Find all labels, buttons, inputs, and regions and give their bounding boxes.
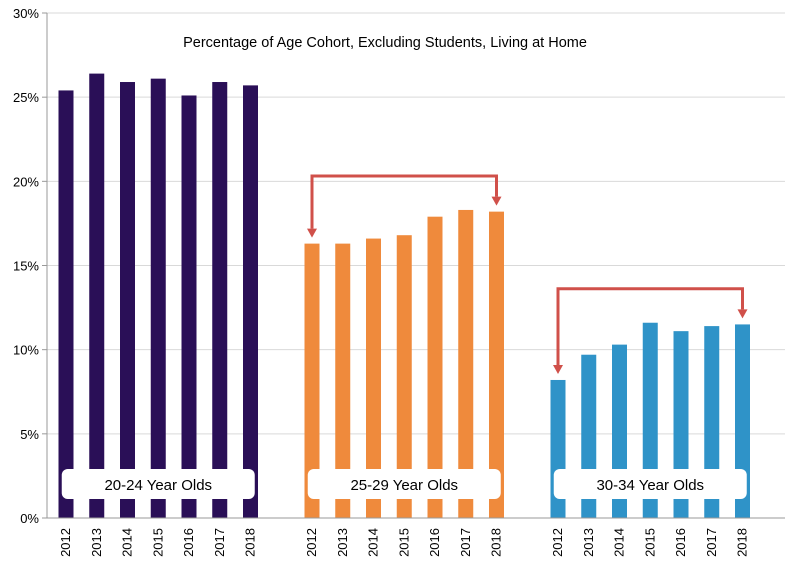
chart-title: Percentage of Age Cohort, Excluding Stud… (183, 35, 587, 51)
x-tick-label: 2014 (612, 528, 627, 557)
x-tick-label: 2012 (58, 528, 73, 557)
bar (120, 82, 135, 519)
x-tick-label: 2016 (427, 528, 442, 557)
x-tick-label: 2016 (181, 528, 196, 557)
group-label-box (307, 469, 501, 499)
group-label: 30-34 Year Olds (596, 477, 704, 494)
x-tick-label: 2016 (673, 528, 688, 557)
annotations (307, 174, 748, 374)
x-tick-label: 2013 (89, 528, 104, 557)
bars (58, 73, 750, 519)
x-tick-label: 2017 (704, 528, 719, 557)
x-tick-label: 2014 (120, 528, 135, 557)
bar (243, 85, 258, 518)
bar (335, 243, 351, 518)
x-tick-label: 2018 (243, 528, 258, 557)
bar (212, 82, 228, 519)
x-tick-label: 2015 (396, 528, 411, 557)
y-tick-label: 0% (20, 511, 39, 526)
x-tick-label: 2013 (335, 528, 350, 557)
bar (150, 78, 166, 519)
bar (366, 238, 381, 519)
bar (396, 235, 412, 518)
x-tick-label: 2013 (581, 528, 596, 557)
arrowhead (737, 309, 748, 319)
x-tick-label: 2015 (150, 528, 165, 557)
arrowhead (553, 364, 563, 374)
gridlines (47, 12, 785, 435)
arrowhead (307, 228, 317, 238)
group-label-box (61, 469, 255, 499)
bar (304, 243, 320, 518)
bracket-line (556, 287, 744, 365)
x-tick-label: 2012 (550, 528, 565, 557)
bar (58, 90, 74, 518)
y-tick-label: 15% (13, 259, 39, 274)
group-label: 20-24 Year Olds (104, 477, 212, 494)
bar (181, 95, 197, 518)
x-tick-label: 2012 (304, 528, 319, 557)
bar (427, 216, 443, 518)
bar (489, 211, 504, 518)
y-tick-label: 25% (13, 90, 39, 105)
x-tick-label: 2015 (642, 528, 657, 557)
y-tick-label: 20% (13, 174, 39, 189)
x-tick-label: 2017 (458, 528, 473, 557)
x-tick-label: 2017 (212, 528, 227, 557)
bracket-arrow (553, 287, 748, 374)
bar (458, 209, 474, 518)
x-tick-label: 2014 (366, 528, 381, 557)
x-tick-label: 2018 (735, 528, 750, 557)
y-tick-label: 5% (20, 427, 39, 442)
arrowhead (491, 196, 502, 206)
x-axis: 2012 2013 2014 2015 2016 2017 2018 2012 2013 2014… (58, 528, 750, 557)
y-tick-label: 30% (13, 6, 39, 21)
y-axis: 0% 5% 10% 15% 20% 25% 30% (13, 6, 47, 526)
group-label: 25-29 Year Olds (350, 477, 458, 494)
x-tick-label: 2018 (489, 528, 504, 557)
bar (89, 73, 105, 518)
bracket-arrow (307, 174, 502, 238)
y-tick-label: 10% (13, 343, 39, 358)
bracket-line (310, 174, 498, 229)
group-label-box (553, 469, 747, 499)
group-labels: 20-24 Year Olds 25-29 Year Olds 30-34 Year… (61, 469, 747, 499)
